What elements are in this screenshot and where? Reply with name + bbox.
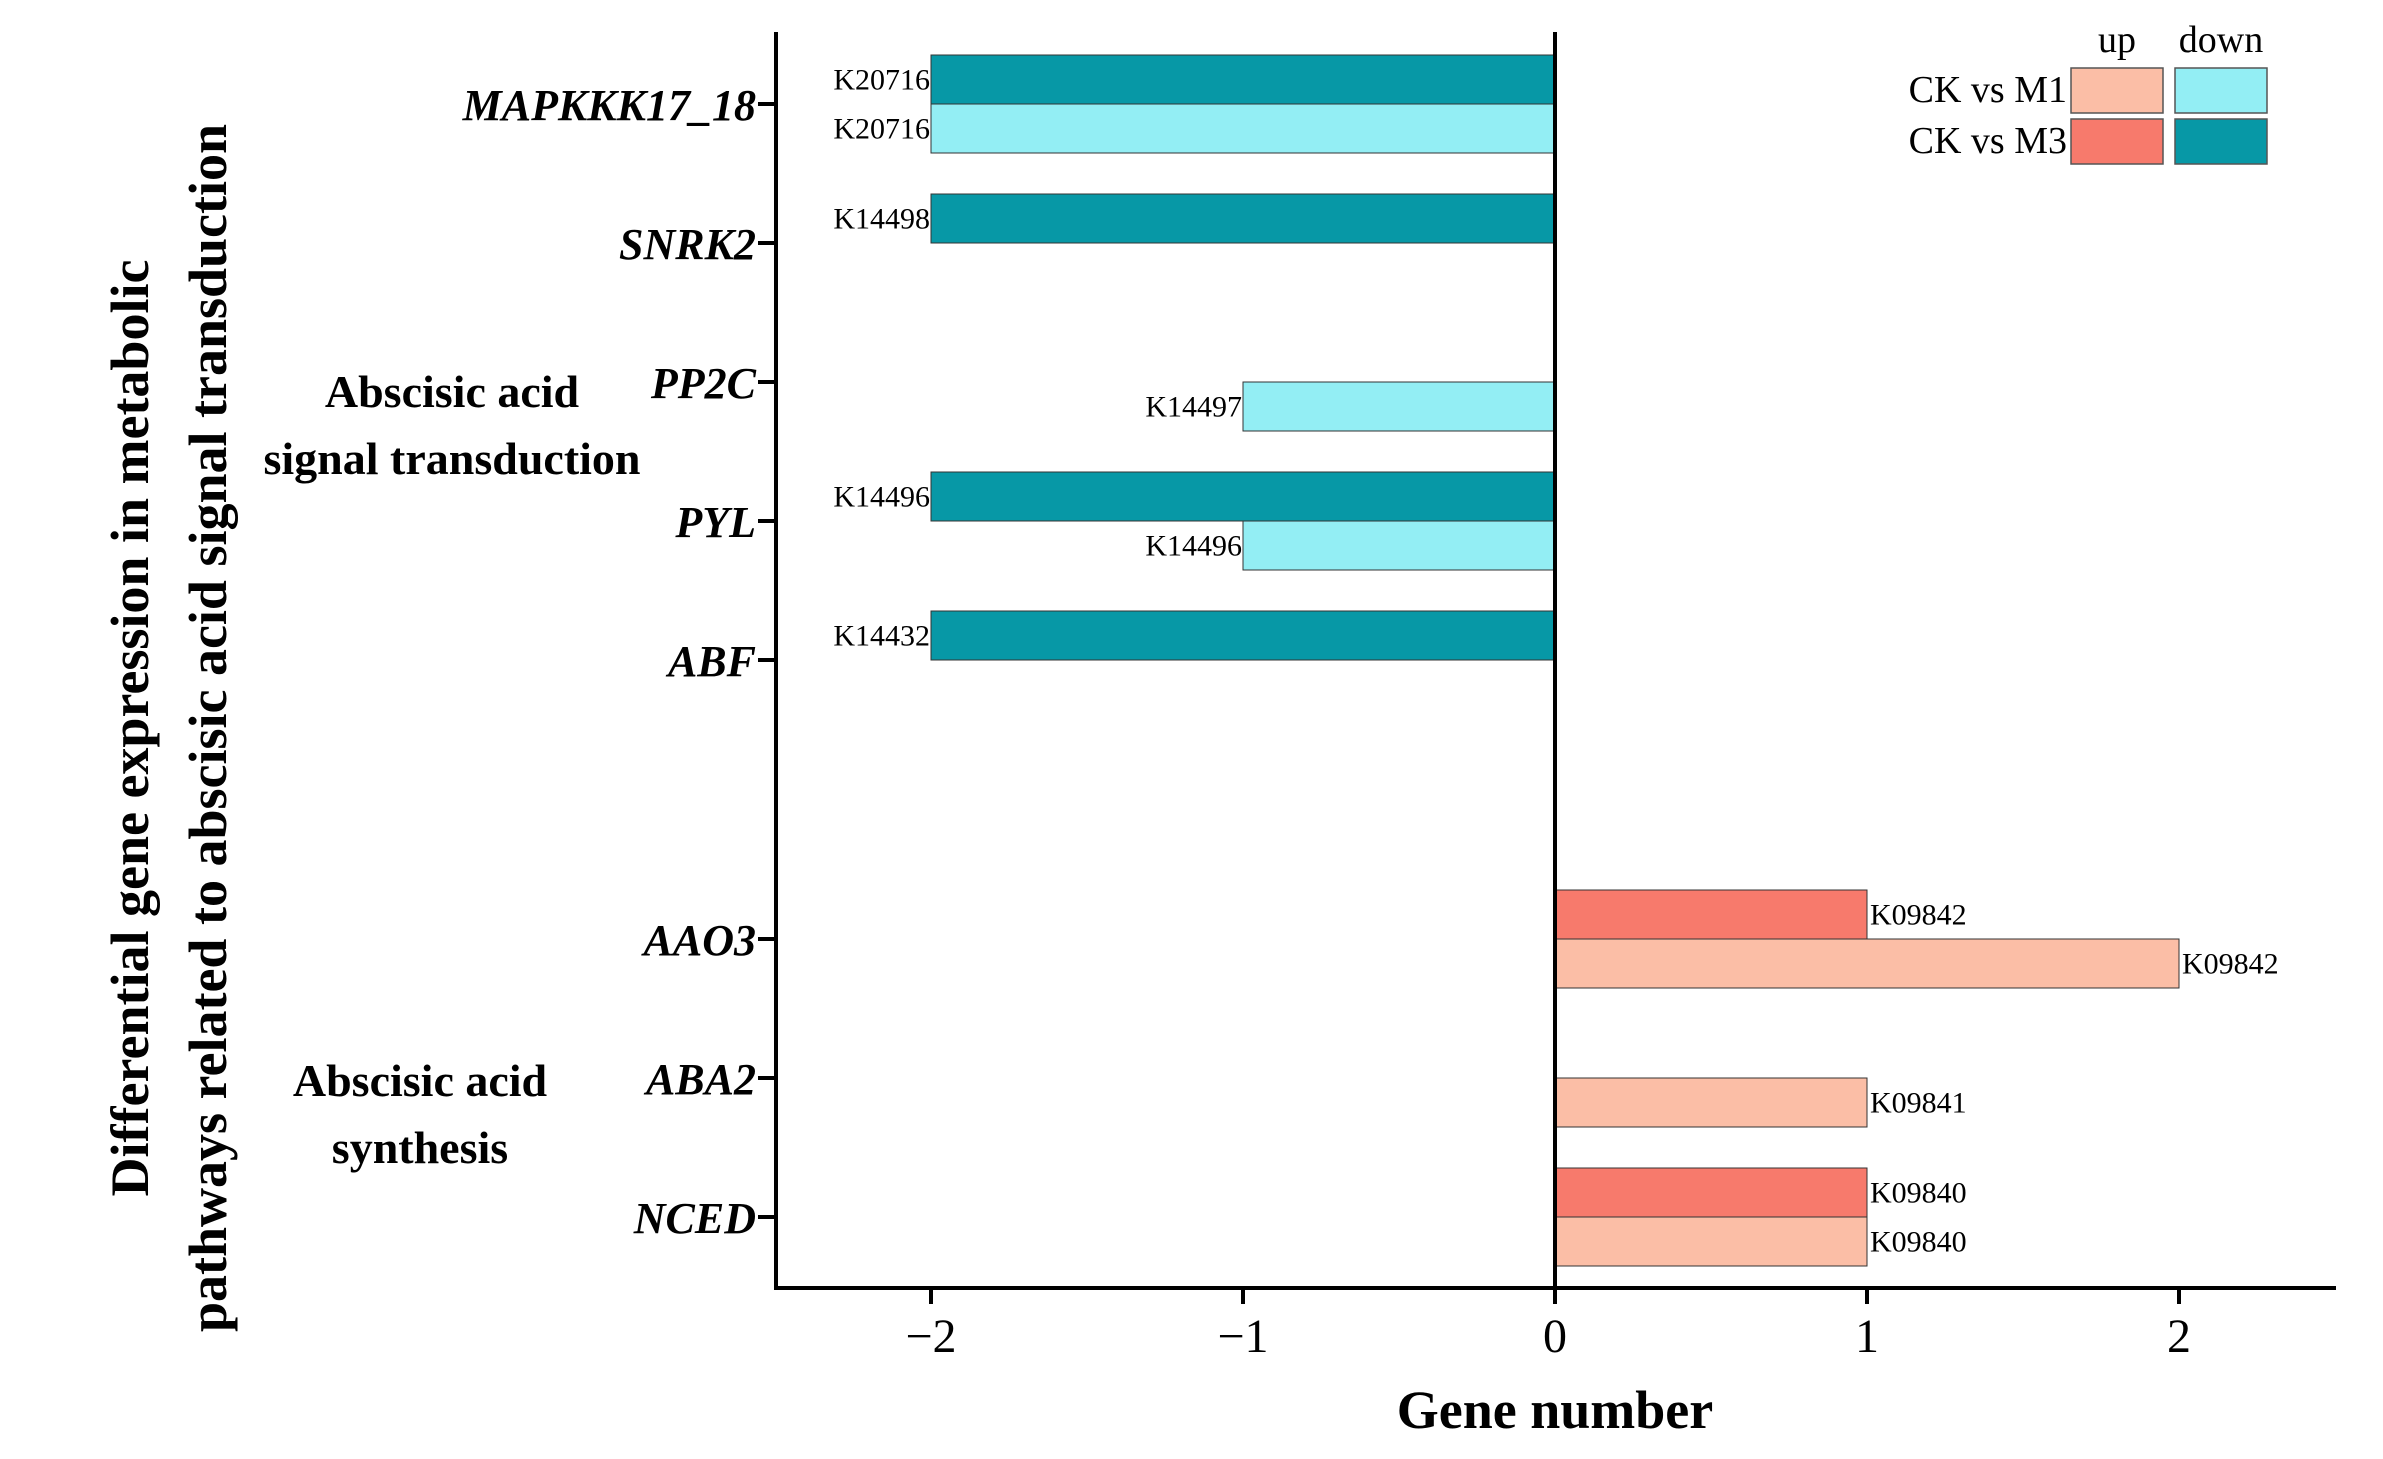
group-label-line-1: Abscisic acid: [293, 1055, 548, 1106]
group-label-line-2: synthesis: [332, 1122, 508, 1173]
legend-row-label: CK vs M3: [1909, 120, 2067, 162]
x-axis-title: Gene number: [1397, 1380, 1714, 1440]
category-label-aao3: AAO3: [641, 916, 756, 965]
bar-label: K20716: [833, 113, 930, 146]
legend-swatch-ck-vs-m3-up: [2070, 118, 2164, 165]
bar-pyl-ck-vs-m1: [1242, 520, 1556, 571]
bar-nced-ck-vs-m3: [1554, 1167, 1868, 1218]
bar-label: K14432: [833, 620, 930, 653]
legend-swatch-ck-vs-m1-down: [2174, 67, 2268, 114]
legend-row-label: CK vs M1: [1909, 69, 2067, 111]
x-tick-label: 2: [2167, 1310, 2191, 1363]
bar-label: K14496: [1145, 530, 1242, 563]
bar-label: K14496: [833, 481, 930, 514]
bar-abf-ck-vs-m3: [930, 610, 1556, 661]
category-label-pp2c: PP2C: [650, 359, 757, 408]
category-label-pyl: PYL: [674, 498, 756, 547]
legend: up down CK vs M1 CK vs M3: [1909, 19, 2268, 165]
category-label-mapkkk17_18: MAPKKK17_18: [462, 81, 756, 130]
x-tick-label: −1: [1217, 1310, 1268, 1363]
bar-pp2c-ck-vs-m1: [1242, 381, 1556, 432]
x-tick-label: 0: [1543, 1310, 1567, 1363]
bar-pyl-ck-vs-m3: [930, 471, 1556, 522]
bar-label: K09840: [1870, 1226, 1967, 1259]
group-label-line-2: signal transduction: [263, 433, 640, 484]
labels-layer: K20716 K20716 K14498 K14497 K14496 K14496 K144…: [100, 64, 2279, 1441]
bar-label: K20716: [833, 64, 930, 97]
bar-snrk2-ck-vs-m3: [930, 193, 1556, 244]
y-axis-title-line-1: Differential gene expression in metaboli…: [100, 260, 160, 1197]
bar-nced-ck-vs-m1: [1554, 1216, 1868, 1267]
bar-mapkkk17_18-ck-vs-m3: [930, 54, 1556, 105]
bar-aba2-ck-vs-m1: [1554, 1077, 1868, 1128]
bar-label: K14498: [833, 203, 930, 236]
category-label-snrk2: SNRK2: [619, 220, 756, 269]
group-label-line-1: Abscisic acid: [325, 366, 580, 417]
legend-header-up: up: [2098, 19, 2136, 61]
bar-mapkkk17_18-ck-vs-m1: [930, 103, 1556, 154]
bar-label: K09840: [1870, 1177, 1967, 1210]
axes-layer: [758, 32, 2336, 1304]
legend-swatch-ck-vs-m3-down: [2174, 118, 2268, 165]
category-label-nced: NCED: [633, 1194, 756, 1243]
x-tick-label: 1: [1855, 1310, 1879, 1363]
category-label-aba2: ABA2: [643, 1055, 756, 1104]
bar-label: K14497: [1145, 391, 1242, 424]
y-axis-title-line-2: pathways related to abscisic acid signal…: [178, 124, 238, 1332]
category-label-abf: ABF: [665, 637, 756, 686]
bar-label: K09841: [1870, 1087, 1967, 1120]
legend-header-down: down: [2179, 19, 2263, 61]
bar-aao3-ck-vs-m3: [1554, 889, 1868, 940]
bars-layer: [930, 54, 2180, 1267]
bar-label: K09842: [2182, 948, 2279, 981]
legend-swatch-ck-vs-m1-up: [2070, 67, 2164, 114]
bar-aao3-ck-vs-m1: [1554, 938, 2180, 989]
x-tick-label: −2: [905, 1310, 956, 1363]
bar-label: K09842: [1870, 899, 1967, 932]
